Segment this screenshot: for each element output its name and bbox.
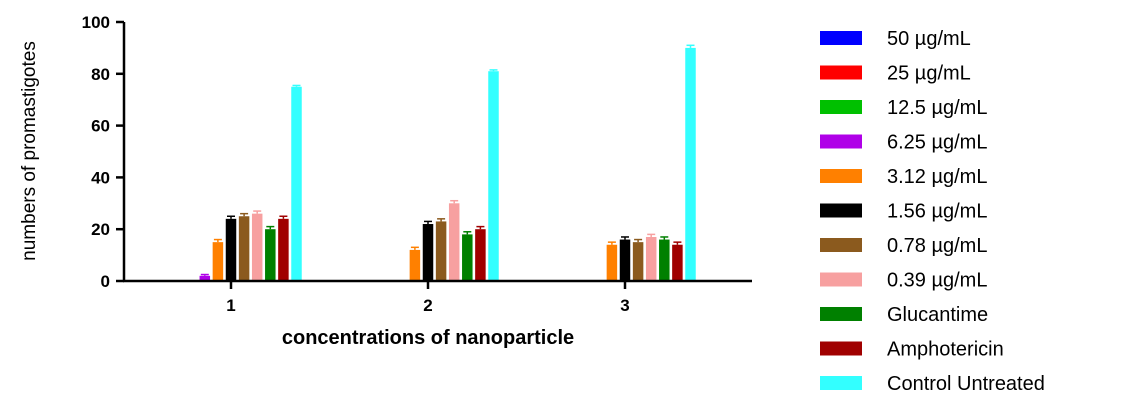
bar bbox=[278, 218, 289, 281]
legend-swatch bbox=[820, 238, 862, 252]
y-axis-title: numbers of promastigotes bbox=[19, 41, 40, 261]
y-tick-label: 80 bbox=[91, 65, 110, 84]
bar bbox=[265, 229, 276, 281]
legend-swatch bbox=[820, 134, 862, 149]
legend-swatch bbox=[820, 307, 862, 321]
legend-swatch bbox=[820, 272, 862, 287]
legend-swatch bbox=[820, 376, 862, 390]
bar bbox=[672, 244, 683, 281]
plot-area bbox=[199, 44, 696, 282]
legend-swatch bbox=[820, 65, 862, 80]
legend-label: 0.78 µg/mL bbox=[887, 235, 987, 257]
y-tick-label: 100 bbox=[82, 13, 110, 32]
legend-label: 0.39 µg/mL bbox=[887, 270, 987, 292]
legend-label: Glucantime bbox=[887, 304, 988, 326]
legend-swatch bbox=[820, 203, 862, 218]
bar bbox=[448, 203, 460, 281]
legend-label: 6.25 µg/mL bbox=[887, 132, 987, 154]
legend-label: 25 µg/mL bbox=[887, 63, 971, 85]
bar bbox=[212, 242, 224, 281]
legend-label: Control Untreated bbox=[887, 373, 1045, 395]
bar bbox=[199, 275, 211, 281]
legend-swatch bbox=[820, 341, 862, 356]
y-tick-label: 60 bbox=[91, 117, 110, 136]
bar bbox=[632, 242, 644, 281]
bar bbox=[422, 224, 434, 281]
x-axis-title: concentrations of nanoparticle bbox=[282, 327, 574, 349]
bar bbox=[606, 244, 618, 281]
x-axis-ticks: 1 2 3 bbox=[226, 281, 630, 315]
legend-label: 50 µg/mL bbox=[887, 28, 971, 50]
bar bbox=[409, 249, 421, 281]
legend-swatch bbox=[820, 100, 862, 114]
legend-label: 12.5 µg/mL bbox=[887, 97, 987, 119]
bar bbox=[619, 239, 631, 281]
x-tick-label: 3 bbox=[620, 296, 629, 315]
bar bbox=[488, 71, 499, 282]
bar bbox=[462, 234, 473, 281]
bar bbox=[685, 47, 696, 282]
bar bbox=[251, 213, 263, 281]
legend-label: 3.12 µg/mL bbox=[887, 166, 987, 188]
bar bbox=[645, 236, 657, 281]
bar bbox=[475, 229, 486, 281]
bar bbox=[238, 216, 250, 281]
bar bbox=[225, 218, 237, 281]
bar bbox=[659, 239, 670, 281]
bar bbox=[435, 221, 447, 281]
legend-label: 1.56 µg/mL bbox=[887, 201, 987, 223]
y-tick-label: 0 bbox=[101, 272, 110, 291]
y-axis-ticks: 0 20 40 60 80 100 bbox=[82, 13, 124, 291]
legend-label: Amphotericin bbox=[887, 339, 1004, 361]
x-tick-label: 2 bbox=[423, 296, 432, 315]
y-tick-label: 20 bbox=[91, 220, 110, 239]
bar bbox=[291, 86, 302, 281]
x-tick-label: 1 bbox=[226, 296, 235, 315]
legend: 50 µg/mL 25 µg/mL 12.5 µg/mL 6.25 µg/mL 3.12… bbox=[820, 28, 1045, 395]
y-tick-label: 40 bbox=[91, 168, 110, 187]
axes bbox=[122, 22, 752, 283]
legend-swatch bbox=[820, 31, 862, 45]
legend-swatch bbox=[820, 169, 862, 183]
